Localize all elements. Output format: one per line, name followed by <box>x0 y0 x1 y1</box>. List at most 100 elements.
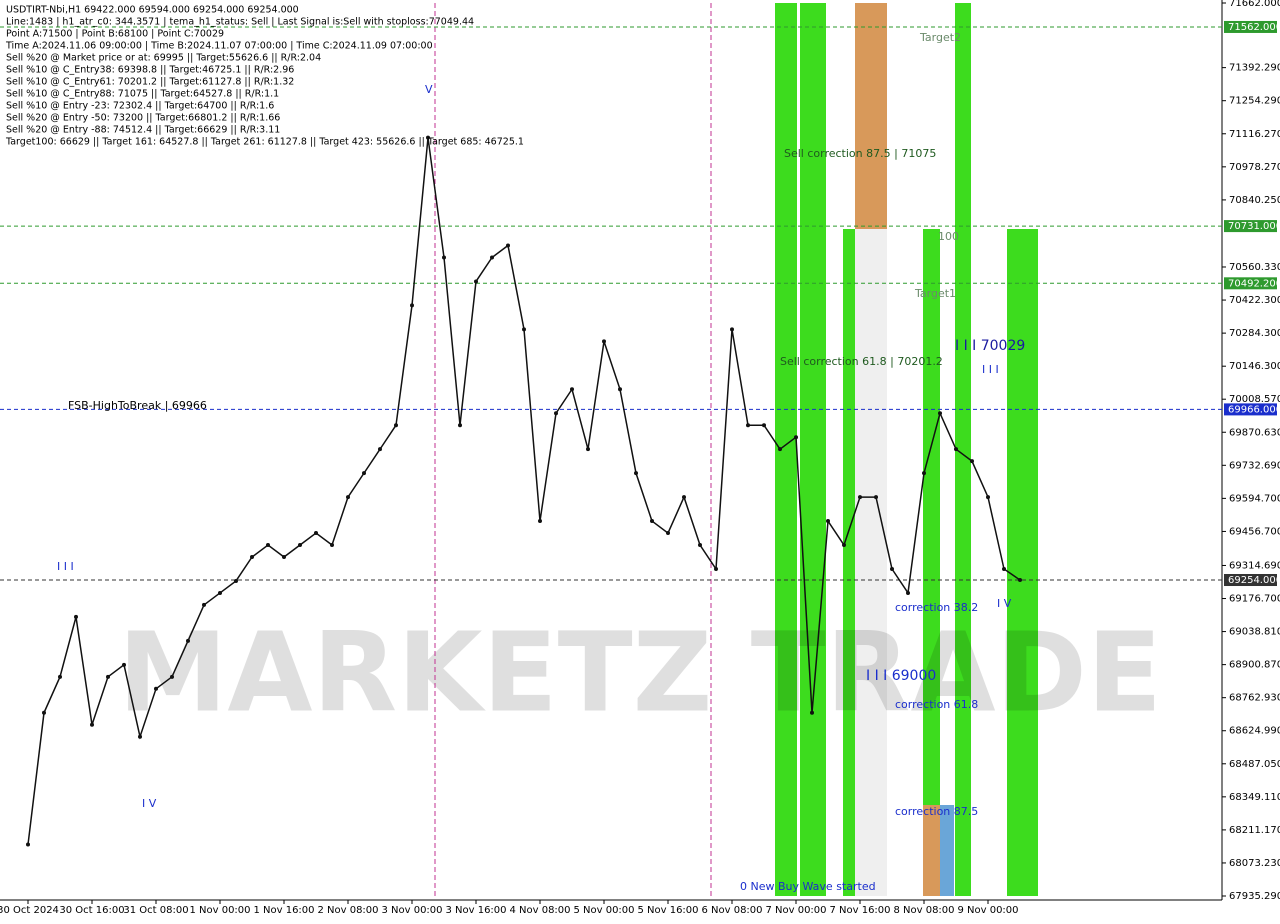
level-label: 70731.000 <box>1228 221 1280 232</box>
y-tick-label: 68900.870 <box>1229 660 1280 671</box>
info-line: Line:1483 | h1_atr_c0: 344.3571 | tema_h… <box>6 17 474 28</box>
y-tick-label: 69314.690 <box>1229 560 1280 571</box>
annotation: correction 38.2 <box>895 601 978 614</box>
signal-bands <box>775 3 1038 896</box>
band <box>855 229 887 896</box>
y-tick-label: 70284.300 <box>1229 328 1280 339</box>
band <box>923 805 940 896</box>
price-point <box>42 710 46 715</box>
x-tick-label: 31 Oct 08:00 <box>123 905 188 916</box>
level-box <box>1224 220 1277 233</box>
price-point <box>810 710 814 715</box>
x-tick-label: 2 Nov 08:00 <box>317 905 378 916</box>
price-point <box>122 662 126 667</box>
x-tick-label: 9 Nov 00:00 <box>957 905 1018 916</box>
price-point <box>906 590 910 595</box>
x-tick-label: 6 Nov 08:00 <box>701 905 762 916</box>
price-point <box>826 519 830 524</box>
price-point <box>74 614 78 619</box>
x-tick-label: 5 Nov 16:00 <box>637 905 698 916</box>
annotation: Sell correction 87.5 | 71075 <box>784 147 936 160</box>
x-tick-label: 3 Nov 16:00 <box>445 905 506 916</box>
y-tick-label: 70978.270 <box>1229 162 1280 173</box>
price-point <box>170 674 174 679</box>
x-tick-label: 1 Nov 16:00 <box>253 905 314 916</box>
y-tick-label: 68624.990 <box>1229 726 1280 737</box>
band <box>940 805 954 896</box>
price-point <box>730 327 734 332</box>
info-line: Target100: 66629 || Target 161: 64527.8 … <box>5 137 524 148</box>
y-tick-label: 69456.700 <box>1229 526 1280 537</box>
price-point <box>410 303 414 308</box>
price-point <box>890 566 894 571</box>
price-point <box>154 686 158 691</box>
level-box <box>1224 403 1277 416</box>
price-point <box>922 471 926 476</box>
level-label: 69254.000 <box>1228 575 1280 586</box>
price-point <box>26 842 30 847</box>
price-point <box>298 543 302 548</box>
price-point <box>634 471 638 476</box>
y-tick-label: 68349.110 <box>1229 792 1280 803</box>
band <box>923 229 940 896</box>
annotation: I I I 70029 <box>955 338 1025 354</box>
price-point <box>138 734 142 739</box>
info-line: Point A:71500 | Point B:68100 | Point C:… <box>6 29 224 40</box>
price-point <box>506 243 510 248</box>
y-tick-label: 71662.000 <box>1229 0 1280 9</box>
price-point <box>266 543 270 548</box>
info-line: Sell %10 @ C_Entry88: 71075 || Target:64… <box>6 89 279 100</box>
x-tick-label: 30 Oct 16:00 <box>59 905 124 916</box>
annotation: V <box>425 83 433 96</box>
y-tick-label: 69594.700 <box>1229 493 1280 504</box>
y-tick-label: 70008.570 <box>1229 394 1280 405</box>
annotation: I V <box>142 797 157 810</box>
price-point <box>314 531 318 536</box>
y-tick-label: 67935.290 <box>1229 891 1280 902</box>
info-line: Sell %10 @ C_Entry38: 69398.8 || Target:… <box>6 65 294 76</box>
annotation: 100 <box>938 230 959 243</box>
price-point <box>586 447 590 452</box>
annotation: correction 87.5 <box>895 805 978 818</box>
info-line: Time A:2024.11.06 09:00:00 | Time B:2024… <box>5 41 433 52</box>
band <box>800 3 826 896</box>
price-point <box>490 255 494 260</box>
price-point <box>858 495 862 500</box>
price-point <box>874 495 878 500</box>
band <box>843 229 855 896</box>
y-tick-label: 68211.170 <box>1229 825 1280 836</box>
y-tick-label: 69732.690 <box>1229 460 1280 471</box>
x-tick-label: 7 Nov 16:00 <box>829 905 890 916</box>
price-point <box>762 423 766 428</box>
price-point <box>330 543 334 548</box>
x-tick-label: 30 Oct 2024 <box>0 905 59 916</box>
x-tick-label: 3 Nov 00:00 <box>381 905 442 916</box>
price-point <box>234 578 238 583</box>
y-tick-label: 69870.630 <box>1229 427 1280 438</box>
price-point <box>842 543 846 548</box>
price-point <box>458 423 462 428</box>
price-point <box>970 459 974 464</box>
annotation: 0 New Buy Wave started <box>740 880 876 893</box>
price-point <box>90 722 94 727</box>
price-point <box>202 602 206 607</box>
annotation: Target1 <box>914 287 956 300</box>
annotation: FSB-HighToBreak | 69966 <box>68 399 207 412</box>
price-point <box>394 423 398 428</box>
x-tick-label: 1 Nov 00:00 <box>189 905 250 916</box>
price-point <box>426 135 430 140</box>
y-tick-label: 69176.700 <box>1229 594 1280 605</box>
x-tick-label: 4 Nov 08:00 <box>509 905 570 916</box>
level-box <box>1224 20 1277 33</box>
y-tick-label: 70560.330 <box>1229 262 1280 273</box>
y-tick-label: 70422.300 <box>1229 295 1280 306</box>
y-tick-label: 68762.930 <box>1229 693 1280 704</box>
price-point <box>186 638 190 643</box>
price-point <box>362 471 366 476</box>
annotation: I V <box>997 597 1012 610</box>
price-point <box>1002 566 1006 571</box>
info-line: USDTIRT-Nbi,H1 69422.000 69594.000 69254… <box>6 5 299 16</box>
watermark: MARKETZ TRADE <box>118 608 1162 736</box>
y-tick-label: 71116.270 <box>1229 129 1280 140</box>
price-point <box>522 327 526 332</box>
